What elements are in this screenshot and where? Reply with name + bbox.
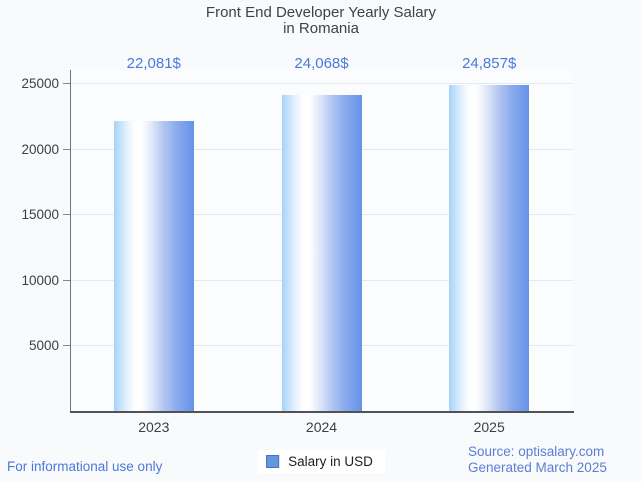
legend-swatch-icon <box>266 455 280 468</box>
bar-2024[interactable] <box>281 95 362 411</box>
y-axis-tick <box>63 345 70 346</box>
y-axis-tick <box>63 214 70 215</box>
source-block: Source: optisalary.com Generated March 2… <box>468 444 607 475</box>
legend-label: Salary in USD <box>288 454 373 469</box>
chart-title-line-2: in Romania <box>283 19 359 37</box>
bar-value-label: 24,068$ <box>294 55 349 72</box>
source-text: Source: optisalary.com <box>468 444 605 459</box>
x-axis-label: 2023 <box>138 419 170 435</box>
bar-value-label: 22,081$ <box>126 55 181 72</box>
y-axis-label: 25000 <box>21 76 59 91</box>
y-axis-tick <box>63 280 70 281</box>
y-axis-tick <box>63 83 70 84</box>
x-axis-baseline <box>70 411 574 413</box>
bar-2023[interactable] <box>113 121 194 411</box>
gridline <box>71 83 573 84</box>
x-axis-label: 2024 <box>305 419 338 435</box>
legend: Salary in USD <box>257 450 385 473</box>
chart-title-line-1: Front End Developer Yearly Salary <box>205 4 437 21</box>
bar-value-label: 24,857$ <box>462 55 517 72</box>
y-axis-label: 5000 <box>28 338 59 353</box>
chart-title: Front End Developer Yearly Salary in Rom… <box>0 5 642 36</box>
y-axis-label: 10000 <box>21 273 59 288</box>
y-axis-line <box>70 70 71 412</box>
disclaimer-text: For informational use only <box>7 459 163 474</box>
y-axis-label: 20000 <box>21 142 59 157</box>
y-axis-tick <box>63 149 70 150</box>
bar-2025[interactable] <box>449 85 530 411</box>
x-axis-label: 2025 <box>473 419 505 435</box>
y-axis-label: 15000 <box>21 207 59 222</box>
generated-text: Generated March 2025 <box>468 459 607 475</box>
